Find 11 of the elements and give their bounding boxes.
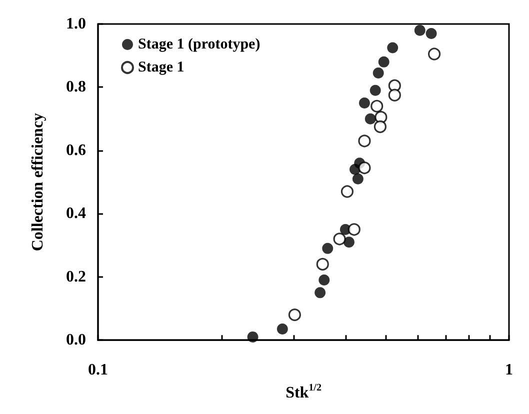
y-tick-label: 0.6 <box>66 142 86 159</box>
y-axis-title: Collection efficiency <box>30 112 46 252</box>
x-tick-label: 0.1 <box>88 362 108 379</box>
y-tick-label: 1.0 <box>66 16 86 32</box>
x-tick-label: 1 <box>505 362 513 379</box>
y-tick-label: 0.4 <box>66 205 86 222</box>
legend-label: Stage 1 <box>138 60 184 76</box>
y-tick-label: 0.2 <box>66 268 86 286</box>
y-tick-label: 0.8 <box>66 78 86 96</box>
y-tick-label: 0.0 <box>66 332 86 349</box>
legend-label: Stage 1 (prototype) <box>138 36 260 52</box>
